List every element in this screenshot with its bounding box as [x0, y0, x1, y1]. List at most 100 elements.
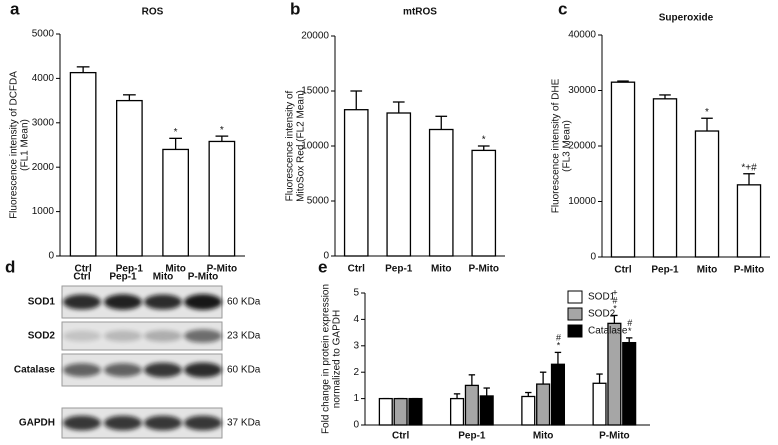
y-tick-label: 20000	[568, 141, 596, 152]
row-label: SOD1	[28, 297, 56, 308]
size-label: 60 KDa	[227, 297, 261, 308]
y-axis-label: (FL1 Mean)	[20, 119, 31, 171]
x-tick-label: Mito	[431, 264, 452, 275]
y-tick-label: 4000	[32, 73, 55, 84]
size-label: 23 KDa	[227, 331, 261, 342]
y-tick-label: 3	[353, 340, 359, 351]
significance-mark: *+#	[741, 162, 757, 173]
bar	[393, 397, 408, 426]
blot-band	[63, 415, 101, 431]
y-axis-label: Fold change in protein expression	[321, 284, 332, 434]
legend-swatch	[567, 290, 583, 304]
blot-band	[63, 363, 101, 377]
y-axis-label: Fluorescence intensity of	[285, 90, 296, 201]
y-tick-label: 2	[353, 367, 359, 378]
y-tick-label: 0	[323, 251, 329, 262]
blot-band	[144, 330, 182, 342]
x-tick-label: Ctrl	[348, 264, 365, 275]
bar	[592, 382, 607, 426]
bar	[449, 397, 465, 426]
blot-band	[104, 330, 142, 342]
x-tick-label: P-Mito	[734, 265, 765, 276]
y-tick-label: 10000	[568, 196, 596, 207]
panel-label: a	[10, 0, 20, 18]
y-tick-label: 3000	[32, 117, 55, 128]
row-label: GAPDH	[19, 418, 55, 429]
y-tick-label: 10000	[301, 141, 329, 152]
y-tick-label: 1000	[32, 206, 55, 217]
significance-mark: #*	[625, 318, 635, 334]
bar	[479, 395, 494, 426]
y-tick-label: 5000	[32, 29, 55, 40]
row-label: SOD2	[28, 331, 56, 342]
blot-band	[104, 363, 142, 377]
bar	[471, 149, 497, 257]
y-tick-label: 0	[48, 251, 54, 262]
bar	[162, 148, 189, 257]
bar	[69, 71, 97, 257]
blot-band	[104, 294, 142, 310]
bar	[521, 395, 536, 426]
chart-title: mtROS	[403, 7, 437, 18]
x-tick-label: Pep-1	[651, 265, 679, 276]
western-blot: d Ctrl Pep-1 Mito P-Mito SOD1 60 KDa SOD2 23 KDa…	[5, 257, 261, 439]
size-label: 60 KDa	[227, 365, 261, 376]
lane-label: P-Mito	[188, 272, 219, 283]
legend-swatch	[567, 324, 583, 338]
y-axis-label: Fluorescence intensity of DCFDA	[9, 71, 20, 219]
x-tick-label: Mito	[165, 264, 186, 275]
bar	[343, 109, 369, 257]
y-tick-label: 5000	[307, 196, 330, 207]
panel-label: e	[318, 257, 327, 276]
legend-label: SOD1	[588, 292, 616, 303]
lane-label: Pep-1	[109, 272, 137, 283]
bar	[464, 384, 479, 426]
legend-label: SOD2	[588, 309, 616, 320]
size-label: 37 KDa	[227, 418, 261, 429]
bar	[428, 128, 454, 257]
x-tick-label: Ctrl	[392, 431, 409, 442]
blot-band	[63, 330, 101, 342]
bar	[622, 341, 637, 426]
blot-band	[144, 415, 182, 431]
bar	[550, 363, 566, 426]
chart-title: Superoxide	[659, 13, 714, 24]
lane-label: Ctrl	[73, 272, 90, 283]
x-tick-label: P-Mito	[599, 431, 630, 442]
x-tick-label: P-Mito	[468, 264, 499, 275]
significance-mark: *	[220, 125, 224, 136]
blot-band	[63, 294, 101, 310]
x-tick-label: Ctrl	[614, 265, 631, 276]
bar	[694, 130, 720, 258]
y-tick-label: 30000	[568, 85, 596, 96]
y-tick-label: 5	[353, 288, 359, 299]
blot-band	[184, 329, 222, 343]
significance-mark: +#*	[610, 287, 620, 311]
bar	[536, 383, 551, 426]
y-tick-label: 40000	[568, 30, 596, 41]
blot-band	[184, 294, 222, 310]
significance-mark: *	[705, 107, 709, 118]
y-tick-label: 15000	[301, 86, 329, 97]
bar	[116, 99, 143, 257]
x-tick-label: Mito	[533, 431, 554, 442]
blot-band	[144, 362, 182, 378]
x-tick-label: Mito	[697, 265, 718, 276]
blot-band	[144, 294, 182, 310]
blot-band	[184, 415, 222, 431]
y-axis-label: MitoSox Red (FL2 Mean)	[296, 90, 307, 202]
x-tick-label: Pep-1	[385, 264, 413, 275]
y-axis-label: Fluorescence intensity of DHE	[551, 78, 562, 213]
bar	[736, 184, 762, 258]
y-tick-label: 1	[353, 393, 359, 404]
significance-mark: #*	[554, 332, 564, 348]
blot-band	[104, 415, 142, 431]
y-tick-label: 2000	[32, 162, 55, 173]
legend-swatch	[567, 307, 583, 321]
row-label: Catalase	[14, 365, 56, 376]
panel-label: d	[5, 257, 15, 276]
bar	[208, 140, 236, 257]
bar	[610, 81, 636, 258]
blot-band	[184, 362, 222, 378]
